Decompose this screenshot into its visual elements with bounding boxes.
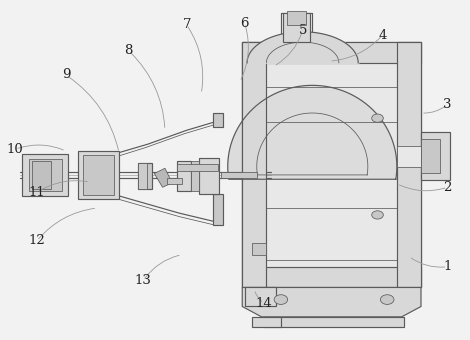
Bar <box>167 177 182 184</box>
Bar <box>283 13 310 42</box>
Bar <box>245 288 276 306</box>
Text: 1: 1 <box>443 260 452 273</box>
Bar <box>78 151 119 199</box>
Text: 11: 11 <box>29 186 45 199</box>
Bar <box>242 267 421 288</box>
Polygon shape <box>252 317 281 327</box>
Text: 4: 4 <box>378 29 386 42</box>
Text: 10: 10 <box>7 143 24 156</box>
Bar <box>31 161 51 189</box>
Polygon shape <box>228 85 397 179</box>
Bar <box>252 242 266 255</box>
Bar <box>242 42 266 288</box>
Text: 9: 9 <box>62 68 70 82</box>
Circle shape <box>274 295 288 304</box>
Polygon shape <box>397 146 421 167</box>
Bar <box>287 11 306 25</box>
Bar <box>29 158 62 191</box>
Text: 3: 3 <box>443 98 452 111</box>
Text: 5: 5 <box>298 23 307 37</box>
Bar <box>242 42 421 63</box>
Bar <box>213 113 223 127</box>
Text: 7: 7 <box>182 18 191 31</box>
Bar <box>213 194 223 225</box>
Bar <box>220 172 257 177</box>
Bar <box>83 155 114 195</box>
Bar <box>138 163 152 189</box>
Circle shape <box>372 114 384 122</box>
Bar <box>177 164 218 171</box>
Bar <box>23 154 68 196</box>
Text: 13: 13 <box>135 274 152 287</box>
Circle shape <box>372 211 384 219</box>
Bar <box>199 158 219 194</box>
Polygon shape <box>242 42 421 288</box>
Text: 6: 6 <box>241 17 249 30</box>
Polygon shape <box>242 288 421 317</box>
Polygon shape <box>421 132 450 180</box>
Bar <box>397 42 421 288</box>
Circle shape <box>380 295 394 304</box>
Text: 12: 12 <box>29 234 45 247</box>
Text: 2: 2 <box>443 181 452 194</box>
Bar <box>190 161 199 191</box>
Polygon shape <box>264 317 404 327</box>
Text: 14: 14 <box>256 296 272 309</box>
Bar <box>138 163 147 189</box>
Polygon shape <box>154 168 172 187</box>
Text: 8: 8 <box>125 44 133 57</box>
Bar <box>177 161 190 191</box>
Polygon shape <box>421 139 440 173</box>
